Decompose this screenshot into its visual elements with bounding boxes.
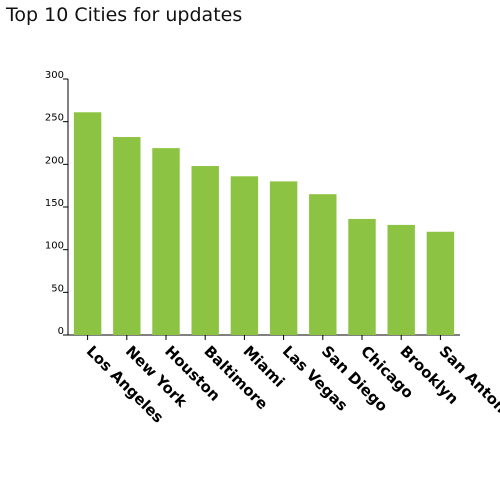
bar <box>73 112 102 335</box>
bars <box>73 112 455 335</box>
chart-title: Top 10 Cities for updates <box>6 4 243 26</box>
y-tick-label: 150 <box>45 198 64 209</box>
y-tick-label: 200 <box>45 155 64 166</box>
y-tick-label: 50 <box>51 283 64 294</box>
bar <box>230 176 259 335</box>
x-axis <box>68 334 460 340</box>
bar <box>387 224 415 335</box>
bar <box>348 218 376 335</box>
bar <box>191 166 219 335</box>
y-tick-label: 300 <box>45 70 64 81</box>
bar <box>269 181 298 335</box>
y-tick-label: 100 <box>45 241 64 252</box>
y-tick-label: 0 <box>58 326 64 337</box>
bar <box>152 148 180 335</box>
bar <box>309 194 337 335</box>
y-axis: 0 50 100 150 200 250 300 <box>45 70 69 337</box>
bar <box>426 231 455 335</box>
bar <box>113 137 141 335</box>
y-tick-label: 250 <box>45 113 64 124</box>
